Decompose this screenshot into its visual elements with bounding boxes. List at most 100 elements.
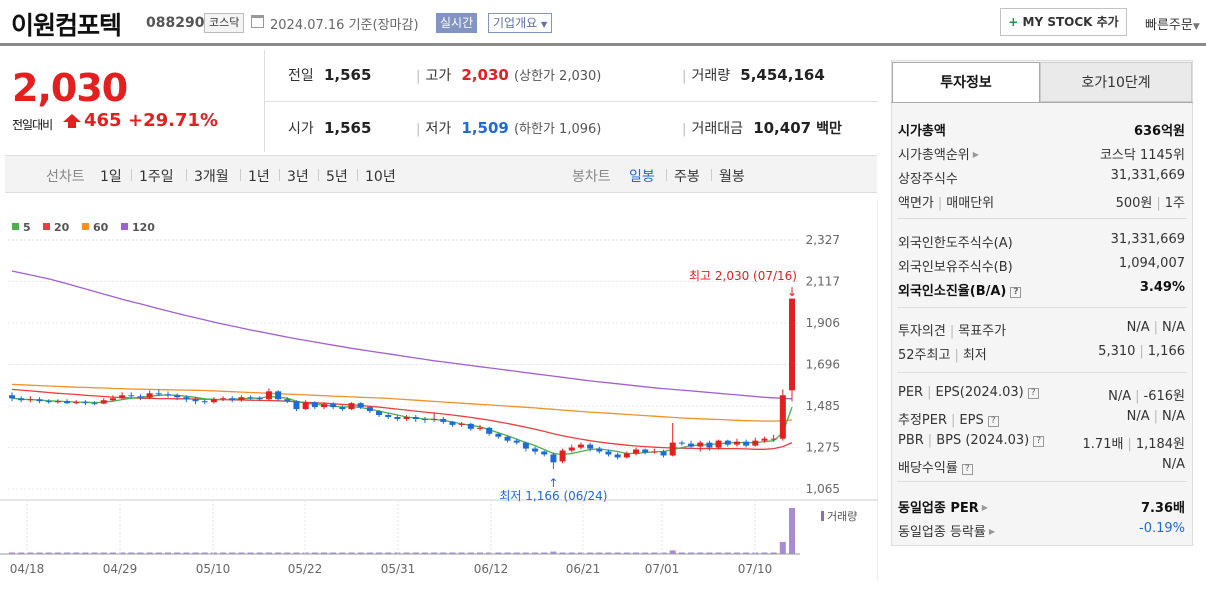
candle-body [577, 444, 584, 448]
candle-body [385, 415, 392, 417]
candle-body [64, 401, 71, 404]
volume-bar [403, 552, 410, 554]
help-icon[interactable]: ? [961, 464, 973, 475]
info-label-text: PER [898, 385, 924, 400]
volume-bar [192, 552, 199, 554]
volume-bar [73, 552, 80, 554]
candle-body [293, 401, 300, 410]
period-monthly[interactable]: 월봉 [719, 169, 745, 185]
period-10y[interactable]: 10년 [365, 169, 396, 185]
info-label-g2-2: 외국인소진율(B/A)? [898, 280, 1022, 299]
help-icon[interactable]: ? [987, 416, 999, 427]
moving-averages [11, 270, 793, 456]
candle-body [706, 442, 713, 448]
info-label-g2-0: 외국인한도주식수(A) [898, 232, 1013, 251]
info-label-g1-2: 상장주식수 [898, 168, 958, 187]
divider [897, 218, 1187, 219]
candle-body [119, 395, 126, 399]
info-value-g3-1: 5,310 | 1,166 [1005, 344, 1185, 359]
chart-legend: 5 20 60 120 [12, 221, 155, 234]
candle-body [550, 454, 557, 463]
market-badge: 코스닥 [204, 13, 245, 33]
volume-bar [577, 552, 584, 554]
realtime-button[interactable]: 실시간 [436, 13, 478, 33]
invest-info-panel [891, 60, 1193, 546]
add-mystock-label: MY STOCK 추가 [1022, 15, 1119, 29]
volume-legend-swatch [821, 511, 824, 521]
candle-body [348, 403, 355, 410]
quick-order-dropdown[interactable]: 빠른주문▼ [1145, 14, 1200, 33]
volume-bar [357, 552, 364, 554]
volume-bar [678, 552, 685, 554]
info-label-text: 상장주식수 [898, 172, 958, 187]
volume-bar [743, 552, 750, 554]
info-label-text: 동일업종 PER [898, 501, 979, 516]
price-chart[interactable]: 5 20 60 120 2,327 2,117 1,906 1,696 1,485 1,275 1… [0, 200, 878, 580]
low-label: 저가 [425, 121, 452, 137]
info-label-text: 시가총액 [898, 124, 946, 139]
add-mystock-button[interactable]: + MY STOCK 추가 [1000, 8, 1127, 36]
candle-body [311, 402, 318, 408]
volume-bar [302, 552, 309, 554]
separator [357, 169, 358, 181]
volume-bar [376, 552, 383, 554]
volume-bar [642, 552, 649, 554]
x-tick-label: 04/29 [103, 562, 138, 576]
tab-invest-info[interactable]: 투자정보 [892, 62, 1040, 102]
volume-bar [467, 552, 474, 554]
legend-label: 5 [23, 221, 31, 234]
high-annotation: 최고 2,030 (07/16) [689, 269, 797, 283]
info-value-g4-3: N/A [1005, 457, 1185, 472]
divider [897, 372, 1187, 373]
tab-orderbook[interactable]: 호가10단계 [1040, 62, 1192, 102]
candle-body [137, 396, 144, 398]
info-value-text: -0.19% [1139, 521, 1185, 536]
company-info-dropdown[interactable]: 기업개요 ▼ [488, 13, 553, 33]
y-tick-label: 2,327 [806, 233, 840, 247]
volume-bar [220, 552, 227, 554]
x-tick-label: 06/21 [566, 562, 601, 576]
quick-order-label: 빠른주문 [1145, 18, 1193, 33]
info-value-text: N/A [1126, 409, 1150, 424]
period-1d[interactable]: 1일 [100, 169, 122, 185]
help-icon[interactable]: ? [1033, 436, 1045, 447]
high-label: 고가 [425, 68, 452, 84]
candle-body [688, 443, 695, 447]
separator [186, 169, 187, 181]
candle-body [743, 441, 750, 446]
separator: | [949, 324, 955, 339]
change-label: 전일대비 [12, 118, 53, 132]
info-label-text: 투자의견 [898, 324, 946, 339]
help-icon[interactable]: ? [1027, 388, 1039, 399]
candle-body [642, 449, 649, 453]
period-weekly[interactable]: 주봉 [674, 169, 700, 185]
info-label-text: 외국인한도주식수(A) [898, 236, 1013, 251]
info-value-text: N/A [1126, 320, 1150, 335]
separator: | [682, 69, 687, 84]
period-3m[interactable]: 3개월 [194, 169, 229, 185]
chevron-down-icon: ▼ [1192, 22, 1200, 32]
x-tick-label: 07/10 [738, 562, 773, 576]
legend-label: 60 [93, 221, 109, 234]
period-5y[interactable]: 5년 [326, 169, 348, 185]
info-value-text: 1,094,007 [1118, 256, 1185, 271]
volume-bar [605, 552, 612, 554]
info-value-g1-1: 코스닥 1145위 [1005, 144, 1185, 163]
candle-body [678, 442, 685, 444]
period-3y[interactable]: 3년 [287, 169, 309, 185]
candle-body [724, 440, 731, 445]
period-1y[interactable]: 1년 [248, 169, 270, 185]
volume-bar [36, 552, 43, 554]
info-value-text: 7.36배 [1140, 501, 1185, 516]
period-daily[interactable]: 일봉 [629, 169, 655, 185]
volume-bar [440, 552, 447, 554]
date-basis: 기준(장마감) [348, 18, 419, 33]
candle-body [201, 401, 208, 403]
candle-body [376, 411, 383, 416]
info-label-g2-1: 외국인보유주식수(B) [898, 256, 1013, 275]
candle-chart-label: 봉차트 [572, 169, 611, 185]
period-1w[interactable]: 1주일 [139, 169, 174, 185]
info-value-text: 1,166 [1147, 344, 1185, 359]
separator: | [954, 348, 959, 363]
help-icon[interactable]: ? [1010, 287, 1022, 298]
